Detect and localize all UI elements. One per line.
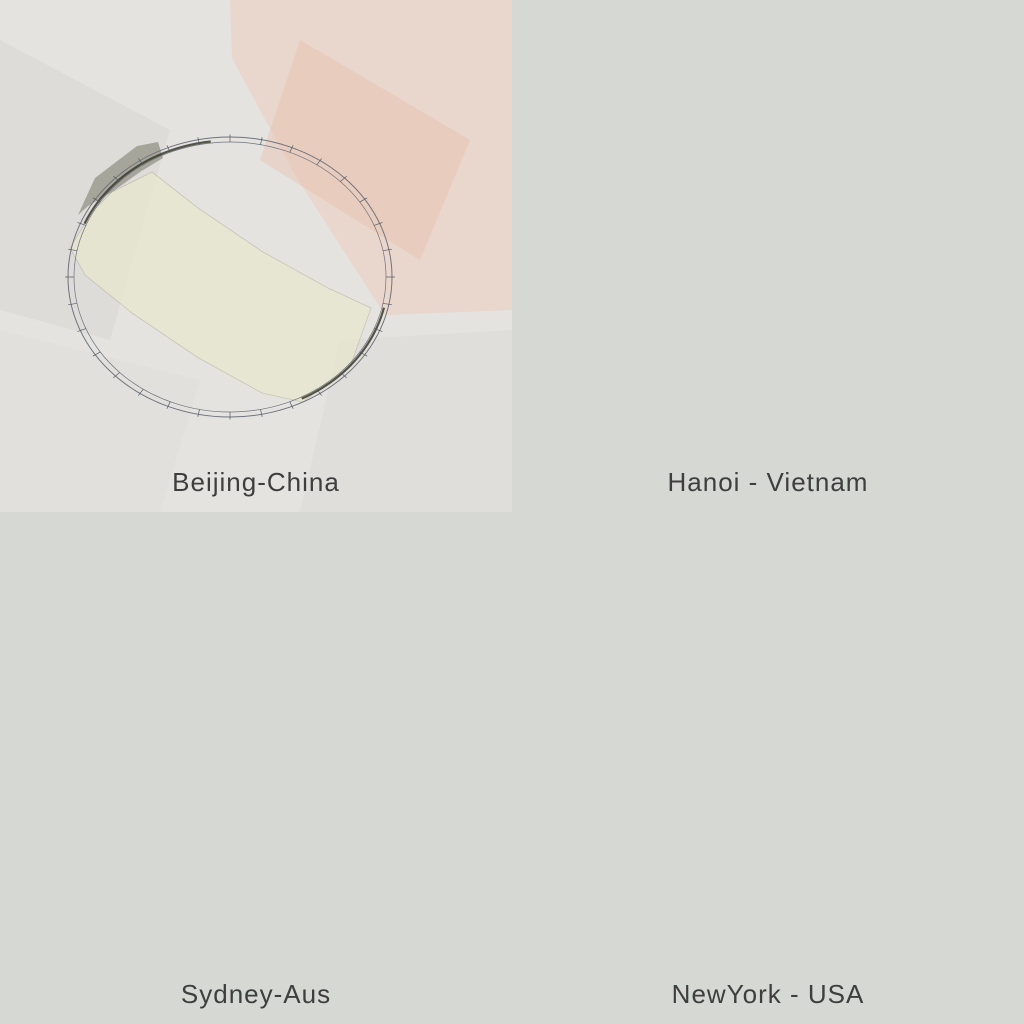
compass-tick (113, 372, 120, 379)
horizon-dark-arc (83, 140, 211, 225)
compass-tick (166, 145, 171, 153)
compass-tick (382, 248, 392, 252)
compass-tick (289, 145, 294, 153)
sun-path-diagram-beijing (0, 0, 512, 512)
compass-tick (197, 137, 200, 145)
aerial-photo-shape (0, 330, 200, 512)
aerial-photo-shape (300, 330, 512, 512)
compass-tick (92, 351, 101, 357)
quadrant-newyork: NewYork - USA (512, 512, 1024, 1024)
compass-tick (316, 158, 322, 166)
compass-tick (113, 175, 120, 182)
diagram-title: Sydney-Aus (180, 979, 332, 1009)
aerial-photo-background (0, 0, 512, 512)
aerial-photo-shape (260, 40, 470, 260)
compass-tick (359, 351, 368, 357)
compass-tick (260, 137, 263, 145)
horizon-dark-arc (301, 307, 386, 400)
compass-tick (340, 372, 347, 379)
diagram-title: NewYork - USA (671, 979, 865, 1009)
sun-path-diagram-hanoi (512, 0, 1024, 512)
quadrant-hanoi: Hanoi - Vietnam (512, 0, 1024, 512)
compass-tick (289, 401, 294, 409)
compass-tick (68, 248, 78, 252)
compass-tick (77, 222, 86, 226)
compass-tick (340, 175, 347, 182)
quadrant-sydney: Sydney-Aus (0, 512, 512, 1024)
quadrant-beijing: Beijing-China (0, 0, 512, 512)
compass-tick (374, 222, 383, 226)
compass-tick (77, 328, 86, 332)
compass-tick (197, 409, 200, 417)
diagram-title: Hanoi - Vietnam (667, 467, 869, 497)
compass-tick (166, 401, 171, 409)
compass-tick (92, 197, 101, 203)
compass-tick (359, 197, 368, 203)
aerial-photo-shape (230, 0, 512, 315)
compass-tick (138, 158, 144, 166)
compass-tick (316, 388, 322, 396)
compass-tick (374, 328, 383, 332)
diagram-title: Beijing-China (172, 467, 340, 497)
compass-tick (68, 302, 78, 306)
compass-tick (382, 302, 392, 306)
compass-tick (138, 388, 144, 396)
sun-path-diagram-sydney (0, 512, 512, 1024)
compass-tick (260, 409, 263, 417)
sun-path-diagram-newyork (512, 512, 1024, 1024)
